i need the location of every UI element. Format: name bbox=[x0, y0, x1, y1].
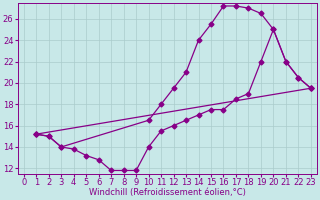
X-axis label: Windchill (Refroidissement éolien,°C): Windchill (Refroidissement éolien,°C) bbox=[89, 188, 246, 197]
